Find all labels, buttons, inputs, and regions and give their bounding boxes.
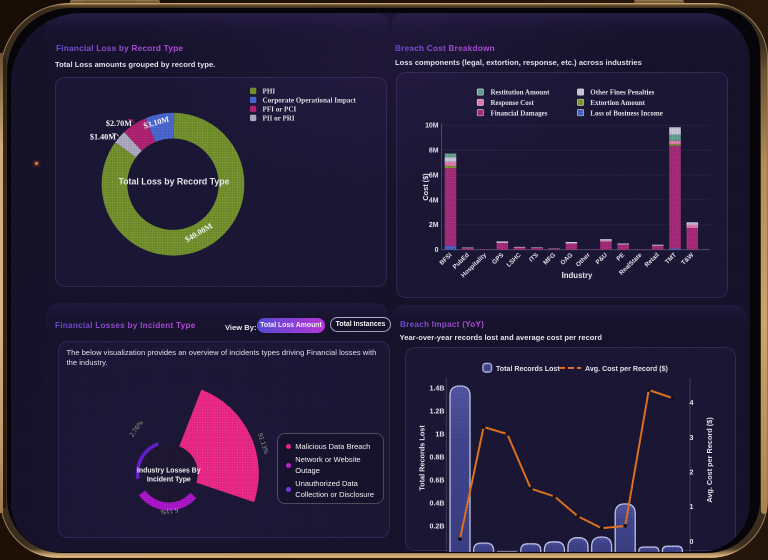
svg-text:Total Records Lost: Total Records Lost bbox=[496, 365, 560, 373]
svg-text:0: 0 bbox=[435, 247, 439, 254]
svg-text:1.4B: 1.4B bbox=[430, 384, 445, 392]
svg-text:Avg. Cost per Record ($): Avg. Cost per Record ($) bbox=[705, 417, 714, 503]
svg-text:OAG: OAG bbox=[559, 252, 574, 267]
svg-text:P&U: P&U bbox=[595, 251, 610, 266]
svg-text:PE: PE bbox=[615, 252, 626, 263]
svg-text:TMT: TMT bbox=[664, 252, 678, 266]
svg-text:Other Fines Penalties: Other Fines Penalties bbox=[590, 89, 654, 97]
svg-text:Restitution Amount: Restitution Amount bbox=[491, 89, 551, 97]
svg-text:Cost ($): Cost ($) bbox=[421, 173, 430, 201]
svg-text:Avg. Cost per Record ($): Avg. Cost per Record ($) bbox=[585, 365, 669, 373]
svg-text:T&W: T&W bbox=[680, 252, 695, 267]
svg-text:PII or PRI: PII or PRI bbox=[263, 115, 295, 123]
svg-text:0.2B: 0.2B bbox=[430, 522, 445, 530]
svg-text:4: 4 bbox=[690, 399, 694, 407]
svg-text:Financial Damages: Financial Damages bbox=[491, 109, 548, 117]
svg-text:PFI or PCI: PFI or PCI bbox=[263, 106, 297, 114]
svg-text:LSHC: LSHC bbox=[505, 251, 523, 268]
svg-text:PHI: PHI bbox=[263, 88, 276, 96]
svg-text:Industry Losses By: Industry Losses By bbox=[137, 467, 201, 474]
svg-text:1.2B: 1.2B bbox=[430, 407, 445, 415]
svg-text:0: 0 bbox=[690, 538, 694, 546]
svg-text:Retail: Retail bbox=[644, 252, 661, 269]
svg-text:ITS: ITS bbox=[528, 252, 540, 264]
svg-text:4M: 4M bbox=[429, 197, 439, 204]
svg-text:0.8B: 0.8B bbox=[430, 453, 445, 461]
svg-text:91.13%: 91.13% bbox=[256, 432, 270, 455]
svg-text:1: 1 bbox=[690, 503, 694, 511]
svg-text:10M: 10M bbox=[425, 123, 439, 130]
svg-text:$2.70M: $2.70M bbox=[106, 119, 132, 128]
svg-text:1B: 1B bbox=[435, 430, 444, 438]
svg-text:6M: 6M bbox=[429, 172, 439, 179]
svg-text:Incident Type: Incident Type bbox=[147, 476, 191, 483]
svg-text:$1.40M: $1.40M bbox=[90, 133, 116, 142]
svg-text:Extortion Amount: Extortion Amount bbox=[590, 99, 645, 107]
svg-text:3: 3 bbox=[690, 434, 694, 442]
svg-text:8M: 8M bbox=[429, 148, 439, 155]
svg-text:Total Records Lost: Total Records Lost bbox=[418, 425, 427, 491]
svg-text:Response Cost: Response Cost bbox=[491, 99, 535, 107]
svg-text:Industry: Industry bbox=[562, 271, 593, 280]
svg-text:0.6B: 0.6B bbox=[430, 476, 445, 484]
svg-text:MFG: MFG bbox=[542, 252, 557, 267]
svg-text:Other: Other bbox=[575, 251, 592, 268]
svg-text:2: 2 bbox=[690, 469, 694, 477]
svg-text:Loss of Business Income: Loss of Business Income bbox=[590, 109, 663, 117]
svg-text:0.4B: 0.4B bbox=[430, 499, 445, 507]
svg-text:2M: 2M bbox=[429, 222, 439, 229]
svg-text:GPS: GPS bbox=[491, 252, 505, 266]
svg-text:Corporate Operational Impact: Corporate Operational Impact bbox=[263, 97, 357, 105]
svg-text:6.11%: 6.11% bbox=[160, 506, 179, 516]
svg-text:2.76%: 2.76% bbox=[128, 419, 145, 439]
svg-text:Total Loss by Record Type: Total Loss by Record Type bbox=[118, 177, 229, 187]
